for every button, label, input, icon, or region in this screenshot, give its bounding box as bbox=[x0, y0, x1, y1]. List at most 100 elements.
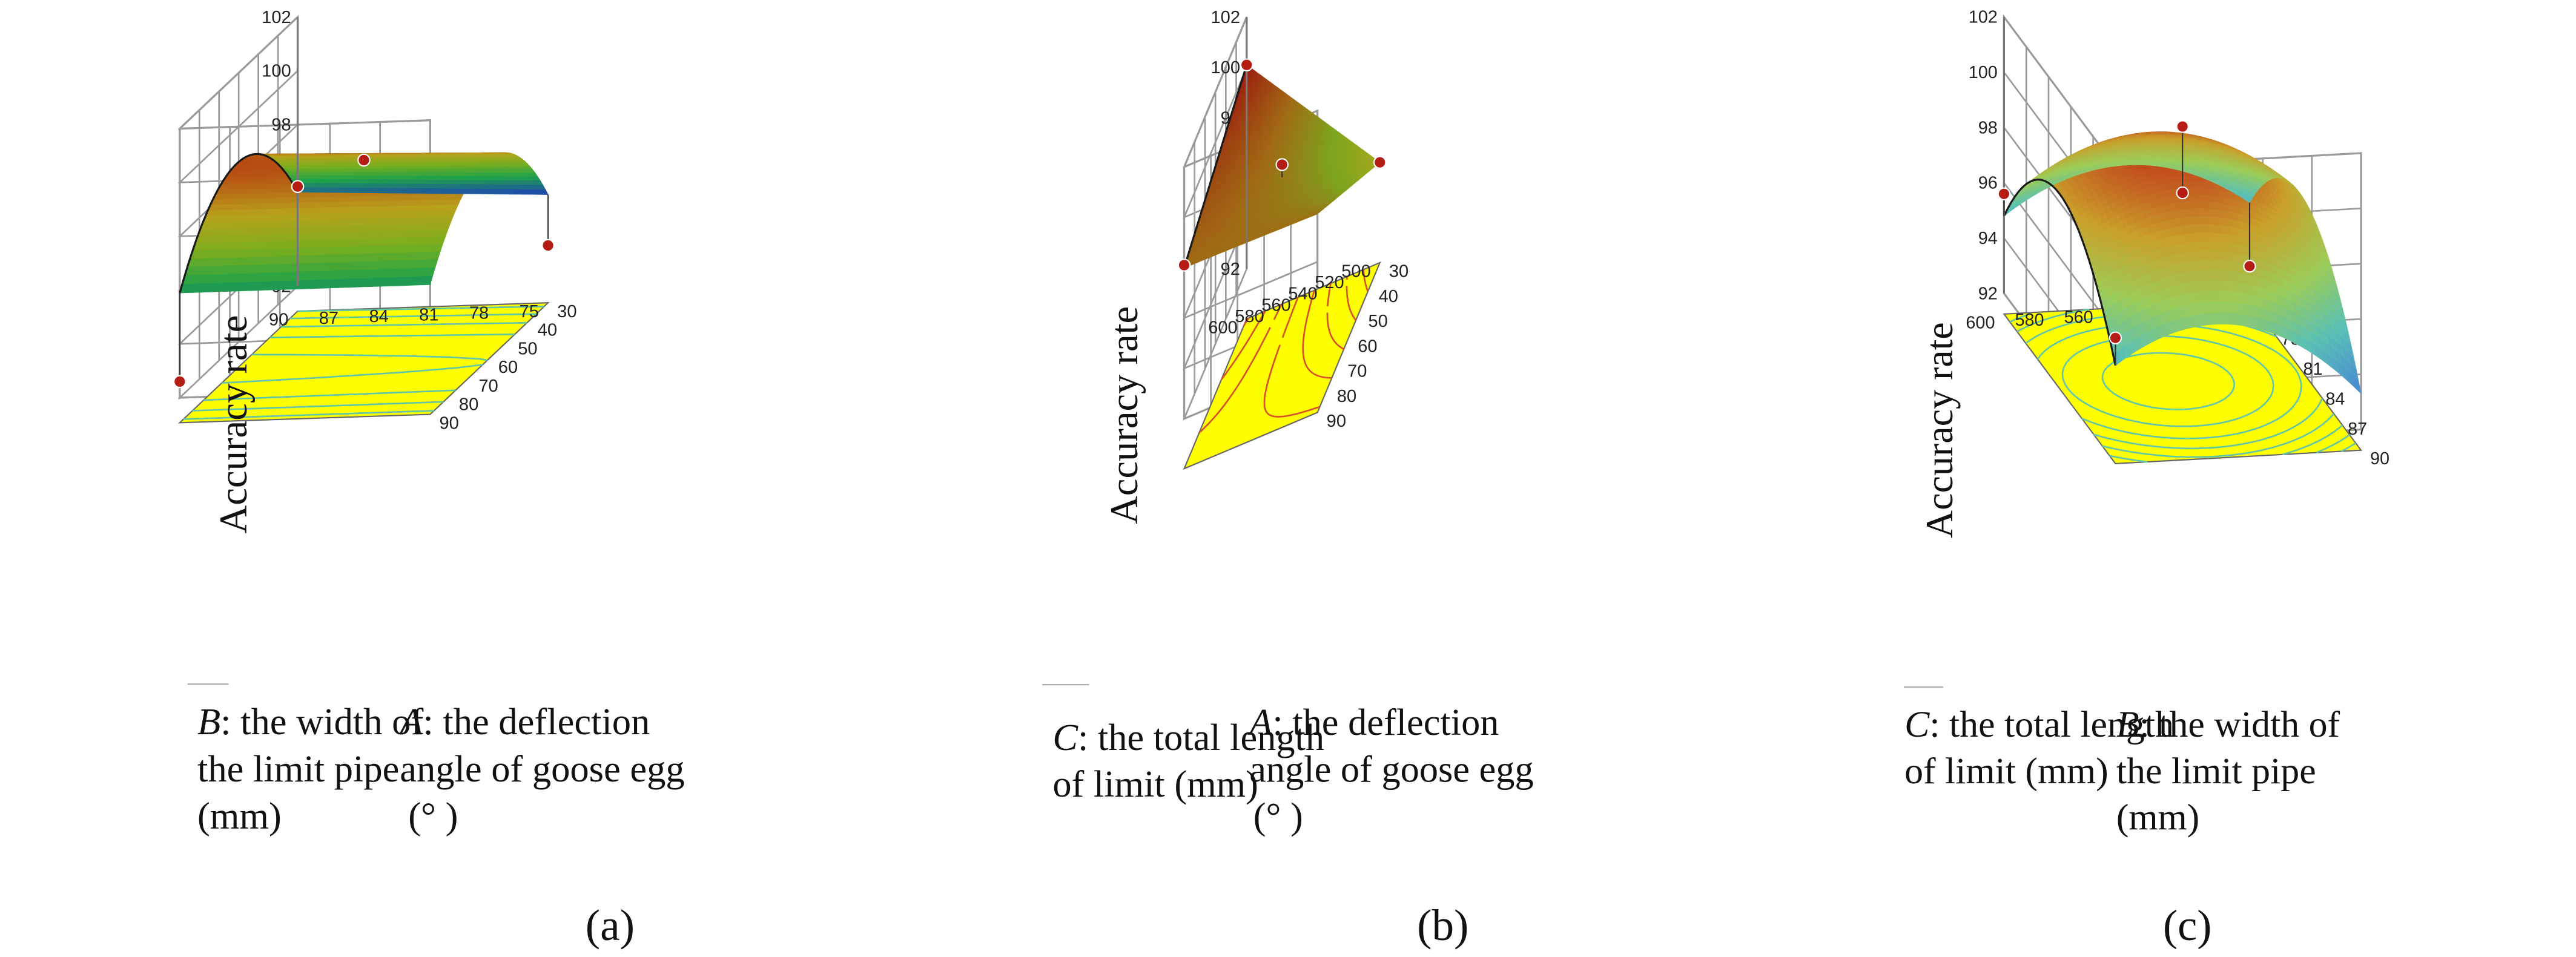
contour-line bbox=[1220, 311, 1266, 380]
x-tick-label: 40 bbox=[538, 321, 557, 340]
x-axis-title-line: (° ) bbox=[408, 794, 458, 837]
x-tick-label: 40 bbox=[1379, 287, 1398, 306]
contour-line bbox=[2341, 442, 2356, 452]
contour-line bbox=[297, 305, 544, 312]
x-tick-label: 84 bbox=[2325, 389, 2345, 409]
design-point bbox=[357, 153, 371, 167]
z-axis-title: Accuracy rate bbox=[1102, 306, 1146, 524]
y-tick-label: 500 bbox=[1341, 262, 1370, 281]
x-tick-label: 60 bbox=[498, 358, 518, 377]
z-tick-label: 94 bbox=[1978, 229, 1998, 248]
y-axis-title-line: (mm) bbox=[197, 794, 282, 837]
contour-line bbox=[1263, 297, 1320, 418]
response-surface bbox=[179, 152, 549, 294]
panel-caption: (a) bbox=[586, 901, 635, 950]
z-axis-title: Accuracy rate bbox=[211, 315, 255, 534]
surface-plot: 9294969810010230405060708090757881848790… bbox=[173, 8, 685, 950]
floor-plane bbox=[1183, 261, 1381, 470]
labels: Accuracy rate A: the deflection angle of g… bbox=[187, 315, 685, 950]
z-tick-label: 100 bbox=[1969, 63, 1998, 82]
y-tick-label: 580 bbox=[1235, 307, 1264, 326]
z-tick-label: 102 bbox=[1969, 8, 1998, 27]
x-tick-label: 60 bbox=[1358, 337, 1377, 356]
y-tick-label: 78 bbox=[469, 304, 489, 323]
y-axis-title: C: the total length bbox=[1052, 717, 1324, 758]
x-tick-label: 90 bbox=[439, 413, 458, 433]
x-tick-label: 30 bbox=[557, 302, 576, 321]
y-tick-label: 560 bbox=[2064, 307, 2093, 327]
surface-facet bbox=[540, 189, 549, 195]
x-axis-text: : the deflection bbox=[423, 700, 650, 743]
x-axis-text: : the deflection bbox=[1272, 702, 1499, 743]
contour-line bbox=[192, 321, 527, 412]
z-tick-label: 92 bbox=[1221, 260, 1240, 279]
x-tick-label: 90 bbox=[1327, 412, 1346, 431]
y-tick-label: 580 bbox=[2015, 311, 2044, 330]
design-point bbox=[1373, 156, 1387, 169]
surface-plot: 9294969810010275788184879050052054056058… bbox=[1904, 8, 2389, 950]
y-tick-label: 520 bbox=[1315, 273, 1344, 292]
x-tick-label: 50 bbox=[1368, 312, 1387, 331]
chart-panel-b: 9294969810010230405060708090500520540560… bbox=[859, 0, 1717, 957]
contour-line bbox=[203, 334, 515, 401]
y-tick-label: 90 bbox=[269, 311, 288, 330]
x-tick-label: 70 bbox=[478, 377, 498, 396]
chart-panel-a: 9294969810010230405060708090757881848790… bbox=[0, 0, 859, 957]
y-axis-text: : the width of bbox=[220, 700, 423, 743]
plot-root: 9294969810010230405060708090757881848790… bbox=[173, 8, 685, 950]
x-tick-label: 81 bbox=[2304, 360, 2323, 379]
y-tick-label: 600 bbox=[1208, 318, 1237, 337]
contour-line bbox=[1243, 317, 1250, 327]
contour-line bbox=[1362, 269, 1369, 292]
x-tick-label: 70 bbox=[1347, 362, 1367, 381]
z-tick-label: 92 bbox=[1978, 284, 1998, 303]
panel-caption: (b) bbox=[1417, 901, 1468, 950]
x-tick-label: 80 bbox=[1337, 387, 1356, 406]
x-tick-label: 90 bbox=[2370, 449, 2389, 469]
z-tick-label: 100 bbox=[262, 62, 291, 81]
contour-line bbox=[222, 354, 488, 384]
design-point bbox=[173, 375, 187, 389]
response-surface bbox=[1183, 64, 1381, 268]
contour-line bbox=[1326, 283, 1344, 350]
plot-root: 9294969810010230405060708090500520540560… bbox=[1042, 8, 1534, 950]
design-point bbox=[1275, 158, 1289, 171]
x-tick-label: 50 bbox=[518, 339, 537, 358]
x-axis-title: A: the deflection bbox=[397, 700, 650, 743]
y-axis-title: B: the width of bbox=[197, 700, 423, 743]
y-tick-label: 75 bbox=[520, 302, 539, 321]
chart-panel-c: 9294969810010275788184879050052054056058… bbox=[1717, 0, 2576, 957]
x-axis-var: A bbox=[397, 700, 423, 743]
surface-edge bbox=[1183, 64, 1248, 268]
design-point bbox=[541, 238, 555, 252]
y-tick-label: 81 bbox=[419, 305, 438, 324]
contour-line bbox=[183, 313, 537, 420]
contour-line bbox=[1346, 276, 1357, 321]
y-axis-text: : the total length bbox=[1078, 717, 1324, 758]
z-tick-label: 96 bbox=[1978, 174, 1998, 193]
x-axis-title-line: angle of goose egg bbox=[400, 748, 684, 790]
contour-line bbox=[2316, 434, 2350, 454]
z-tick-label: 98 bbox=[271, 116, 291, 135]
surface-plot: 9294969810010230405060708090500520540560… bbox=[1042, 8, 1534, 950]
x-axis-title-line: angle of goose egg bbox=[1249, 749, 1533, 791]
design-point bbox=[291, 180, 305, 193]
x-tick-label: 87 bbox=[2348, 419, 2367, 439]
contour-line bbox=[1302, 290, 1332, 379]
design-point bbox=[1177, 258, 1191, 272]
design-points bbox=[173, 153, 555, 389]
y-axis-var: B bbox=[197, 700, 220, 743]
contour-line bbox=[2061, 335, 2274, 427]
y-axis-title-line: the limit pipe bbox=[197, 748, 399, 790]
contour-line bbox=[1198, 303, 1283, 434]
response-surface bbox=[2003, 131, 2362, 395]
z-tick-label: 102 bbox=[1211, 8, 1240, 27]
plot-root: 9294969810010275788184879050052054056058… bbox=[1904, 8, 2389, 950]
z-tick-label: 102 bbox=[262, 8, 291, 27]
design-points bbox=[1177, 58, 1387, 272]
